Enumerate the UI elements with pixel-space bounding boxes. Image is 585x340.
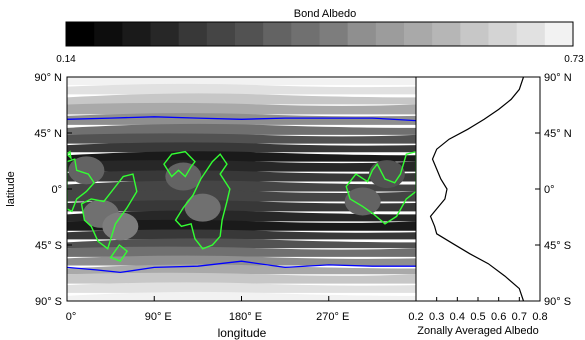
profile-tick-label: 0.5 <box>470 311 485 323</box>
albedo-band <box>67 229 416 240</box>
colorbar-step <box>206 22 236 46</box>
x-tick-label: 0° <box>66 311 77 323</box>
colorbar-min-label: 0.14 <box>56 54 76 65</box>
colorbar-step <box>404 22 433 46</box>
profile-tick-label: 0.3 <box>429 311 444 323</box>
continent-outline <box>345 150 416 225</box>
colorbar-title: Bond Albedo <box>294 8 356 20</box>
continent-outline <box>109 243 129 263</box>
colorbar-step <box>347 22 377 46</box>
y-tick-label: 0° <box>51 184 62 196</box>
albedo-band <box>67 170 416 182</box>
y-tick-label-right: 0° <box>544 184 555 196</box>
y-tick-label: 45° S <box>35 240 62 252</box>
land-albedo-patch <box>368 160 405 189</box>
albedo-band <box>67 102 416 115</box>
continent-outline <box>163 150 196 178</box>
albedo-band <box>67 123 416 135</box>
albedo-map <box>67 77 416 301</box>
albedo-band <box>67 142 416 153</box>
albedo-band <box>67 180 416 192</box>
colorbar-step <box>544 22 574 46</box>
y-tick-label-right: 90° S <box>544 296 571 308</box>
profile-axis-label: Zonally Averaged Albedo <box>417 325 539 337</box>
continent-outline <box>67 150 72 160</box>
colorbar-step <box>488 22 518 46</box>
land-albedo-patch <box>102 212 139 241</box>
colorbar-frame <box>65 21 574 47</box>
colorbar-step <box>150 22 180 46</box>
colorbar-step <box>66 22 95 46</box>
y-tick-label-right: 90° N <box>544 72 572 84</box>
x-tick-label: 90° E <box>145 311 172 323</box>
colorbar-max-label: 0.73 <box>564 54 584 65</box>
land-albedo-patch <box>184 193 221 222</box>
profile-frame <box>415 76 541 302</box>
albedo-band <box>67 133 416 144</box>
albedo-band <box>67 189 416 202</box>
colorbar-step <box>94 22 123 46</box>
axis-ticks: 90° N 45° N 0° 45° S 90° S 90° N 45° N 0° 45° S 9… <box>34 72 571 323</box>
y-tick-label: 90° S <box>35 296 62 308</box>
y-axis-label: latitude <box>5 171 17 206</box>
colorbar-step <box>178 22 208 46</box>
land-albedo-patch <box>165 162 202 191</box>
y-tick-label-right: 45° S <box>544 240 571 252</box>
colorbar <box>66 22 574 46</box>
colorbar-step <box>122 22 152 46</box>
albedo-band <box>67 151 416 162</box>
albedo-band <box>67 93 416 105</box>
colorbar-step <box>319 22 349 46</box>
albedo-band <box>67 272 416 284</box>
continent-outline <box>67 158 96 213</box>
profile-tick-label: 0.2 <box>408 311 423 323</box>
albedo-band <box>67 83 416 95</box>
profile-tick-label: 0.6 <box>491 311 506 323</box>
albedo-band <box>67 238 416 249</box>
x-tick-label: 270° E <box>316 311 349 323</box>
zonal-albedo-line <box>429 76 525 302</box>
profile-tick-label: 0.4 <box>450 311 465 323</box>
colorbar-step <box>291 22 321 46</box>
y-tick-label: 45° N <box>34 128 62 140</box>
albedo-band <box>67 160 416 172</box>
x-axis-label: longitude <box>218 326 267 340</box>
profile-tick-label: 0.7 <box>512 311 527 323</box>
colorbar-step <box>432 22 461 46</box>
colorbar-step <box>263 22 292 46</box>
x-tick-label: 180° E <box>229 311 262 323</box>
albedo-band <box>67 219 416 231</box>
albedo-band <box>67 282 416 293</box>
continent-outline <box>174 153 231 250</box>
albedo-band <box>67 77 416 86</box>
colorbar-step <box>460 22 490 46</box>
y-tick-label-right: 45° N <box>544 128 572 140</box>
albedo-band <box>67 210 416 222</box>
colorbar-step <box>516 22 546 46</box>
land-albedo-patch <box>344 187 381 216</box>
colorbar-step <box>375 22 405 46</box>
ice-edge-line <box>67 260 416 274</box>
y-tick-label: 90° N <box>34 72 62 84</box>
colorbar-step <box>235 22 264 46</box>
profile-tick-label: 0.8 <box>532 311 547 323</box>
land-albedo-patch <box>68 156 105 185</box>
albedo-band <box>67 246 416 257</box>
albedo-band <box>67 200 416 212</box>
ice-edge-line <box>67 116 416 122</box>
continent-outline <box>80 173 138 250</box>
